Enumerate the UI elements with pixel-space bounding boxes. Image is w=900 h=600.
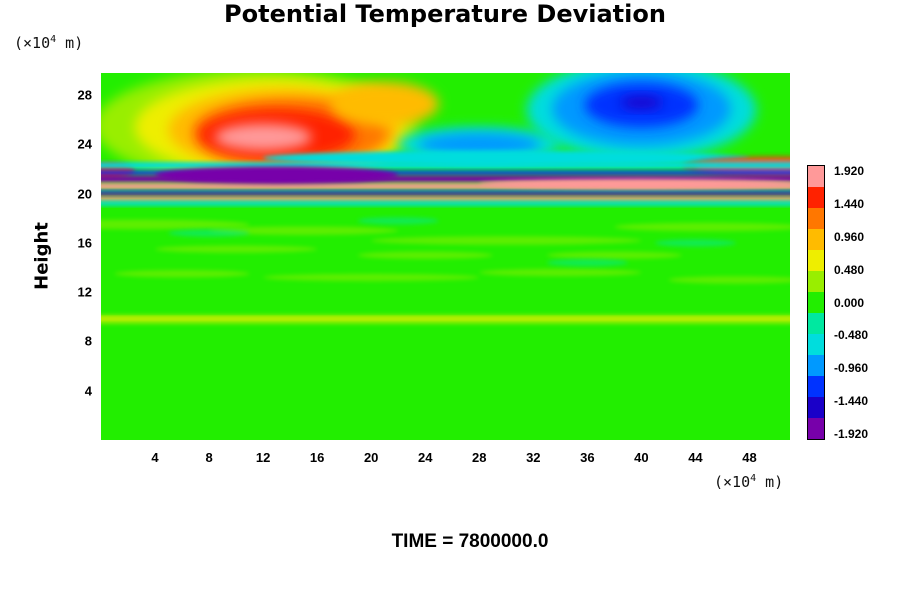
turbulence-streak [209, 226, 399, 235]
x-tick-label: 4 [151, 450, 159, 465]
x-tick-label: 44 [688, 450, 703, 465]
turbulence-streak [546, 251, 682, 259]
y-tick-label: 4 [84, 383, 92, 399]
turbulence-streak [168, 229, 250, 237]
turbulence-streak [155, 245, 318, 253]
x-tick-label: 20 [363, 450, 379, 465]
colorbar-band [808, 313, 824, 335]
x-tick-label: 24 [418, 450, 433, 465]
x-tick-label: 36 [580, 450, 595, 465]
colorbar-gradient [808, 166, 824, 440]
colorbar-band [808, 166, 824, 188]
tropopause-band [101, 201, 790, 206]
turbulence-streak [546, 258, 628, 267]
colorbar-band [808, 271, 824, 293]
colorbar [807, 165, 825, 440]
turbulence-streak [101, 219, 250, 230]
tropopause-band [101, 175, 790, 183]
tropopause-band [101, 162, 790, 169]
time-label: TIME = 7800000.0 [391, 531, 549, 552]
y-tick-label: 28 [77, 87, 92, 103]
x-unit-suffix: m) [756, 473, 784, 491]
x-tick-label: 32 [526, 450, 541, 465]
colorbar-tick-label: 0.960 [834, 229, 865, 244]
turbulence-streak [114, 270, 250, 278]
y-tick-label: 12 [77, 284, 92, 300]
x-unit-label: (×104 m) [714, 473, 783, 491]
colorbar-tick-label: -1.920 [834, 426, 869, 441]
colorbar-tick-label: 1.920 [834, 164, 865, 179]
turbulence-streak [357, 217, 439, 225]
colorbar-band [808, 355, 824, 377]
weak-layer [101, 316, 790, 320]
cold-anomaly-contour [155, 166, 399, 184]
x-tick-label: 8 [205, 450, 213, 465]
cold-anomaly-contour [418, 133, 541, 156]
x-tick-label: 48 [742, 450, 757, 465]
y-tick-label: 24 [77, 136, 92, 152]
turbulence-streak [479, 268, 642, 277]
colorbar-tick-label: -1.440 [834, 393, 869, 408]
turbulence-streak [263, 273, 480, 282]
colorbar-tick-label: -0.960 [834, 361, 869, 376]
heatmap-field [101, 73, 790, 440]
colorbar-band [808, 334, 824, 356]
colorbar-band [808, 229, 824, 251]
colorbar-tick-label: -0.480 [834, 328, 869, 343]
plot-area [101, 73, 792, 440]
tropopause-band [101, 197, 790, 202]
y-unit-label: (×104 m) [14, 34, 83, 52]
colorbar-band [808, 418, 824, 440]
y-axis-label: Height [31, 222, 53, 290]
cold-anomaly-contour [263, 150, 750, 166]
cold-anomaly-contour [619, 96, 664, 109]
warm-anomaly-contour [479, 178, 790, 189]
tropopause-band [101, 193, 790, 197]
tropopause-band [101, 183, 790, 190]
x-tick-label: 12 [255, 450, 271, 465]
colorbar-band [808, 397, 824, 419]
colorbar-tick-label: 0.480 [834, 262, 865, 277]
colorbar-band [808, 208, 824, 230]
colorbar-band [808, 376, 824, 398]
chart-title: Potential Temperature Deviation [224, 0, 666, 28]
x-unit-prefix: (×10 [714, 473, 751, 491]
colorbar-band [808, 292, 824, 314]
y-tick-label: 8 [84, 333, 92, 349]
turbulence-streak [668, 276, 790, 284]
turbulence-streak [614, 222, 790, 232]
y-tick-label: 16 [77, 235, 92, 251]
y-unit-prefix: (×10 [14, 34, 51, 52]
turbulence-streak [371, 236, 642, 245]
y-tick-label: 20 [77, 186, 92, 202]
colorbar-tick-label: 0.000 [834, 295, 865, 310]
warm-anomaly-contour [214, 123, 312, 151]
tropopause-band [101, 170, 790, 175]
turbulence-streak [357, 251, 493, 259]
x-tick-label: 16 [309, 450, 325, 465]
y-unit-exponent: 4 [50, 34, 57, 45]
tropopause-band [101, 190, 790, 194]
colorbar-band [808, 187, 824, 209]
turbulence-streak [654, 239, 736, 247]
warm-anomaly-contour [330, 81, 439, 126]
x-unit-exponent: 4 [750, 473, 757, 484]
x-tick-label: 40 [634, 450, 649, 465]
x-tick-label: 28 [472, 450, 487, 465]
colorbar-band [808, 250, 824, 272]
y-unit-suffix: m) [56, 34, 84, 52]
colorbar-tick-label: 1.440 [834, 197, 865, 212]
